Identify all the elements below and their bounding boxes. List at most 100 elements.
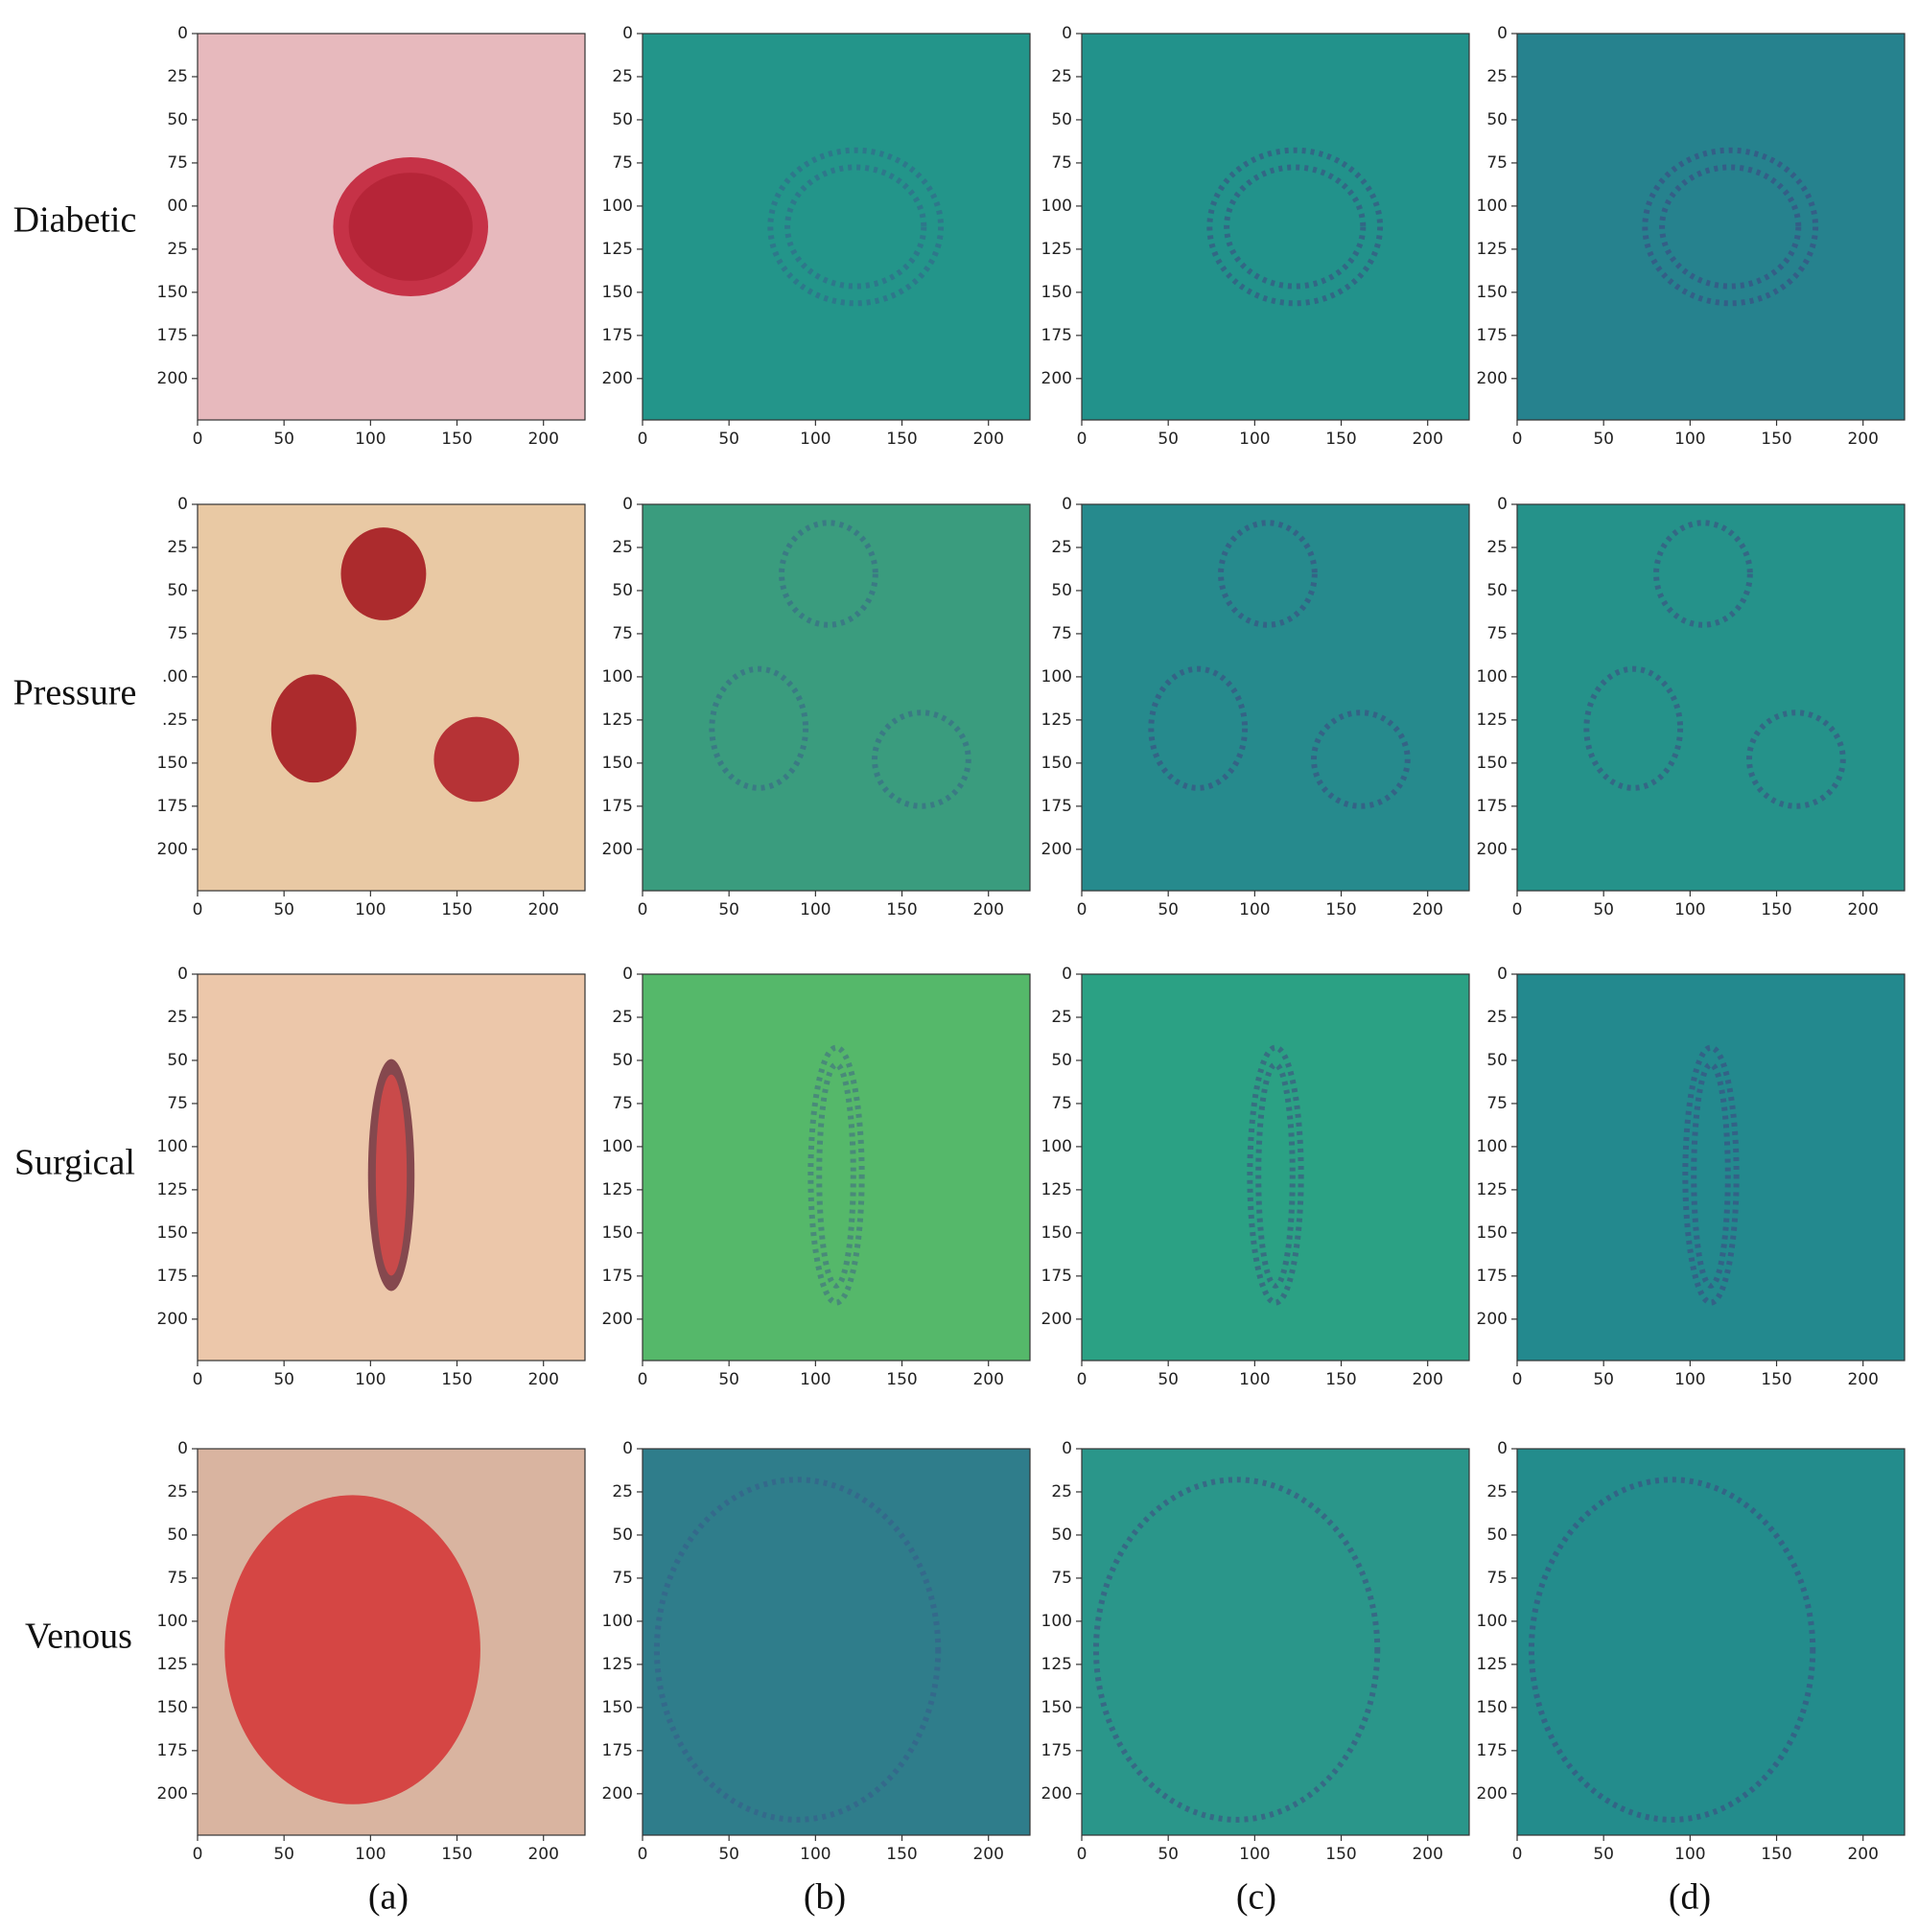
y-tick-label: 75 xyxy=(1051,1094,1072,1113)
y-tick-label: 75 xyxy=(1051,1569,1072,1588)
y-tick-label: 25 xyxy=(167,67,188,86)
x-tick-label: 150 xyxy=(1325,900,1356,919)
y-tick-label: 200 xyxy=(1477,1310,1508,1329)
row-label: Diabetic xyxy=(13,200,137,241)
y-tick-label: 125 xyxy=(1477,1655,1508,1674)
x-tick-label: 50 xyxy=(273,430,294,449)
x-tick-label: 100 xyxy=(800,1845,830,1864)
y-tick-label: 200 xyxy=(1041,1784,1072,1804)
y-tick-label: 0 xyxy=(1062,965,1072,984)
y-tick-label: 125 xyxy=(1041,1655,1072,1674)
y-tick-label: 200 xyxy=(1477,1784,1508,1804)
y-tick-label: 50 xyxy=(1486,110,1508,129)
y-tick-label: 75 xyxy=(612,153,633,173)
y-tick-label: 125 xyxy=(1041,240,1072,259)
y-tick-label: 150 xyxy=(1041,283,1072,302)
x-tick-label: 0 xyxy=(193,1370,203,1389)
panel: 0 25 50 75 100 125 150 175 200 0 50 100 150 200 xyxy=(157,965,586,1389)
y-tick-label: 75 xyxy=(1051,624,1072,643)
y-tick-label: 0 xyxy=(1497,495,1508,514)
panel: 0 25 50 75 100 125 150 175 200 0 50 100 150 200 xyxy=(602,24,1031,449)
x-tick-label: 150 xyxy=(1761,900,1791,919)
y-tick-label: 150 xyxy=(157,754,188,773)
y-tick-label: 00 xyxy=(167,197,188,216)
x-tick-label: 200 xyxy=(527,1845,558,1864)
image xyxy=(643,34,1030,420)
y-tick-label: 25 xyxy=(1051,67,1072,86)
image xyxy=(1517,34,1905,420)
y-tick-label: 125 xyxy=(157,1655,188,1674)
x-tick-label: 150 xyxy=(1325,1370,1356,1389)
y-tick-label: 125 xyxy=(602,1655,633,1674)
y-tick-label: 0 xyxy=(177,495,188,514)
x-tick-label: 100 xyxy=(1674,430,1705,449)
x-tick-label: 50 xyxy=(718,900,739,919)
feature xyxy=(871,710,971,809)
y-tick-label: 175 xyxy=(157,1267,188,1286)
y-tick-label: 150 xyxy=(157,283,188,302)
y-tick-label: 25 xyxy=(167,1482,188,1501)
y-tick-label: 150 xyxy=(602,754,633,773)
y-tick-label: 0 xyxy=(1497,24,1508,43)
y-tick-label: 0 xyxy=(177,1439,188,1458)
y-tick-label: 175 xyxy=(1477,1267,1508,1286)
x-tick-label: 100 xyxy=(800,430,830,449)
y-tick-label: 175 xyxy=(1041,797,1072,816)
y-tick-label: 50 xyxy=(1051,1051,1072,1070)
panel: 0 25 50 75 100 125 150 175 200 0 50 100 150 200 xyxy=(1041,495,1470,919)
y-tick-label: 25 xyxy=(167,1008,188,1027)
x-tick-label: 100 xyxy=(800,1370,830,1389)
y-tick-label: 200 xyxy=(1041,840,1072,859)
y-tick-label: 50 xyxy=(612,581,633,600)
panel: 0 25 50 75 100 125 150 175 200 0 50 100 150 200 xyxy=(602,965,1031,1389)
y-tick-label: 25 xyxy=(1486,538,1508,557)
x-tick-label: 200 xyxy=(1412,1845,1442,1864)
y-tick-label: 50 xyxy=(167,581,188,600)
frame xyxy=(1081,503,1470,892)
x-tick-label: 150 xyxy=(1761,430,1791,449)
y-tick-label: 150 xyxy=(1477,283,1508,302)
y-tick-label: 175 xyxy=(1041,326,1072,345)
y-tick-label: 50 xyxy=(1051,1525,1072,1545)
x-tick-label: 100 xyxy=(800,900,830,919)
y-tick-label: 75 xyxy=(167,1569,188,1588)
frame xyxy=(197,503,586,892)
feature xyxy=(784,164,927,290)
y-tick-label: 125 xyxy=(157,1180,188,1199)
x-tick-label: 0 xyxy=(1077,900,1088,919)
x-tick-label: 100 xyxy=(1239,1845,1270,1864)
x-tick-label: 50 xyxy=(1593,1370,1614,1389)
x-tick-label: 50 xyxy=(1158,1845,1179,1864)
x-tick-label: 150 xyxy=(441,430,472,449)
feature xyxy=(816,1061,856,1289)
y-tick-label: 50 xyxy=(1051,110,1072,129)
y-tick-label: 200 xyxy=(602,840,633,859)
wound xyxy=(224,1495,480,1804)
row-label: Pressure xyxy=(13,673,137,713)
x-tick-label: 0 xyxy=(638,1845,648,1864)
y-tick-label: 150 xyxy=(1477,1698,1508,1717)
frame xyxy=(642,503,1031,892)
y-tick-label: 125 xyxy=(1041,710,1072,730)
panel: 0 25 50 75 100 125 150 175 200 0 50 100 150 200 xyxy=(1041,1439,1470,1864)
y-tick-label: 25 xyxy=(1051,1482,1072,1501)
feature xyxy=(1255,1061,1296,1289)
y-tick-label: 200 xyxy=(157,369,188,388)
y-tick-label: 150 xyxy=(1041,1698,1072,1717)
y-tick-label: 25 xyxy=(167,240,188,259)
y-tick-label: 0 xyxy=(177,24,188,43)
y-tick-label: 125 xyxy=(1477,240,1508,259)
y-tick-label: 150 xyxy=(602,283,633,302)
x-tick-label: 150 xyxy=(1325,1845,1356,1864)
x-tick-label: 0 xyxy=(193,430,203,449)
x-tick-label: 50 xyxy=(273,900,294,919)
y-tick-label: .25 xyxy=(162,710,188,730)
y-tick-label: 125 xyxy=(602,1180,633,1199)
x-tick-label: 150 xyxy=(1761,1845,1791,1864)
y-tick-label: 0 xyxy=(1497,965,1508,984)
y-tick-label: 75 xyxy=(167,624,188,643)
y-tick-label: 100 xyxy=(157,1137,188,1156)
y-tick-label: 100 xyxy=(1041,1137,1072,1156)
x-tick-label: 0 xyxy=(1512,1370,1523,1389)
